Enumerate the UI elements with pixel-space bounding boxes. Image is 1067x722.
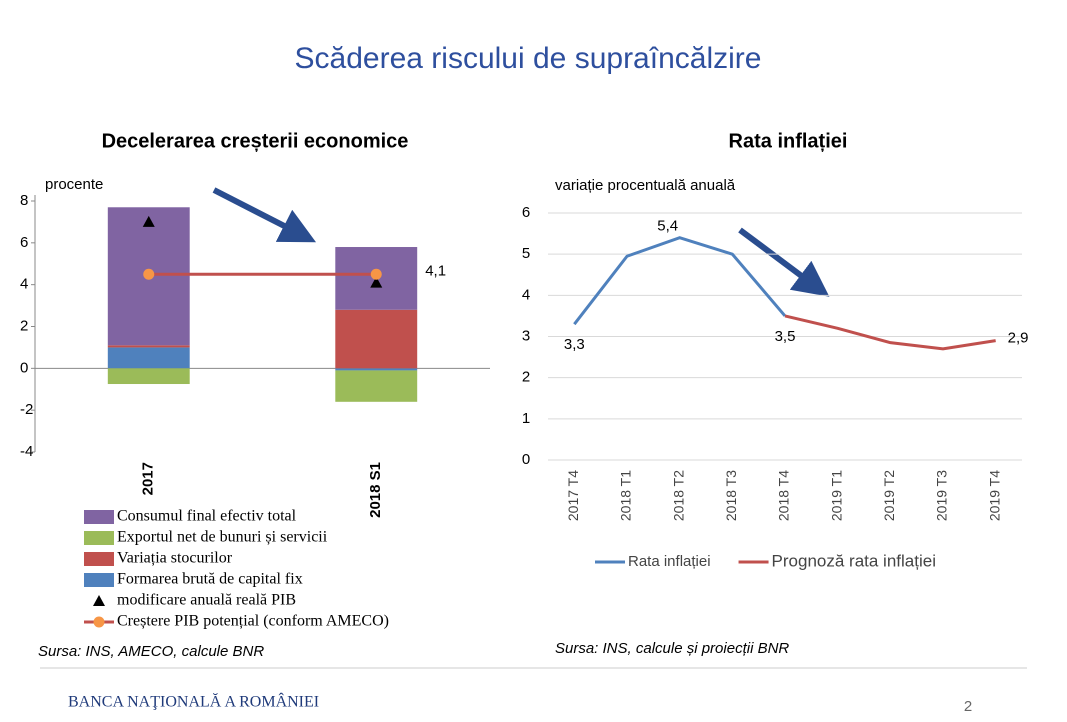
x-tick-label: 2018 T2 xyxy=(670,470,686,521)
trend-arrow xyxy=(738,227,830,297)
chart-title: Rata inflației xyxy=(729,130,848,152)
bar-segment xyxy=(335,370,418,402)
y-tick-label: 4 xyxy=(20,276,28,293)
x-tick-label: 2017 T4 xyxy=(565,470,581,521)
y-tick-label: -2 xyxy=(20,401,33,418)
y-axis-label: variație procentuală anuală xyxy=(555,177,736,194)
bar-segment xyxy=(335,309,418,369)
y-tick-label: 8 xyxy=(20,192,28,209)
value-label: 3,5 xyxy=(775,328,796,345)
y-tick-label: 2 xyxy=(20,317,28,334)
x-tick-label: 2018 T1 xyxy=(618,470,634,521)
x-tick-label: 2019 T2 xyxy=(881,470,897,521)
legend-swatch xyxy=(84,531,114,545)
x-tick-label: 2018 S1 xyxy=(367,462,384,518)
trend-arrow xyxy=(212,187,317,243)
x-tick-label: 2018 T3 xyxy=(723,470,739,521)
line xyxy=(573,236,787,326)
value-label: 2,9 xyxy=(1008,330,1029,347)
legend-label: Rata inflației xyxy=(628,553,711,570)
y-tick-label: 3 xyxy=(522,327,530,344)
footer-bank: BANCA NAŢIONALĂ A ROMÂNIEI xyxy=(68,692,319,711)
bar-segment xyxy=(107,368,190,385)
y-tick-label: -4 xyxy=(20,443,33,460)
x-tick-label: 2019 T3 xyxy=(934,470,950,521)
bar-segment xyxy=(107,345,190,348)
source: Sursa: INS, AMECO, calcule BNR xyxy=(38,643,264,660)
value-label: 5,4 xyxy=(657,218,678,235)
line-marker xyxy=(143,268,155,280)
legend-swatch xyxy=(84,510,114,524)
y-tick-label: 2 xyxy=(522,369,530,386)
legend-swatch xyxy=(84,552,114,566)
value-label: 3,3 xyxy=(564,336,585,353)
y-tick-label: 0 xyxy=(20,359,28,376)
y-tick-label: 0 xyxy=(522,451,530,468)
triangle-marker xyxy=(370,276,383,288)
legend-label: Prognoză rata inflației xyxy=(772,551,936,570)
x-tick-label: 2019 T1 xyxy=(828,470,844,521)
legend-swatch xyxy=(84,573,114,587)
legend-label: Exportul net de bunuri și servicii xyxy=(117,529,328,546)
source: Sursa: INS, calcule și proiecții BNR xyxy=(555,640,789,657)
value-label: 4,1 xyxy=(425,263,446,280)
legend-label: Creștere PIB potențial (conform AMECO) xyxy=(117,613,389,630)
y-tick-label: 1 xyxy=(522,410,530,427)
legend-label: Consumul final efectiv total xyxy=(117,508,297,525)
triangle-marker xyxy=(142,215,155,227)
y-tick-label: 4 xyxy=(522,286,530,303)
bar-segment xyxy=(107,347,190,369)
x-tick-label: 2018 T4 xyxy=(776,470,792,521)
legend-label: Formarea brută de capital fix xyxy=(117,571,303,588)
y-tick-label: 6 xyxy=(522,204,530,221)
legend-label: modificare anuală reală PIB xyxy=(117,592,296,609)
y-axis-label: procente xyxy=(45,176,103,193)
page-number: 2 xyxy=(964,698,972,715)
x-tick-label: 2017 xyxy=(140,462,157,495)
x-tick-label: 2019 T4 xyxy=(986,470,1002,521)
y-tick-label: 6 xyxy=(20,234,28,251)
legend-swatch xyxy=(93,616,105,628)
slide-title: Scăderea riscului de supraîncălzire xyxy=(295,42,762,75)
legend-label: Variația stocurilor xyxy=(117,550,233,567)
line xyxy=(784,314,996,351)
y-tick-label: 5 xyxy=(522,245,530,262)
chart-title: Decelerarea creșterii economice xyxy=(102,130,409,152)
legend-swatch xyxy=(93,595,105,606)
bar-segment xyxy=(335,368,418,371)
line-marker xyxy=(370,268,382,280)
